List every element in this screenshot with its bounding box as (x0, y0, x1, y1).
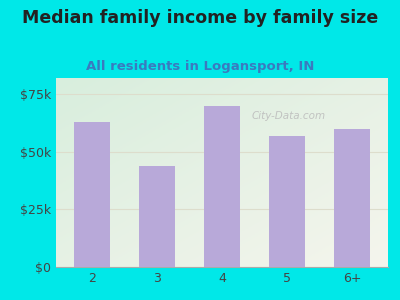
Bar (74, 122, 110, 267)
Bar (334, 129, 370, 267)
Text: All residents in Logansport, IN: All residents in Logansport, IN (86, 60, 314, 73)
Bar (139, 166, 175, 267)
Bar (204, 106, 240, 267)
Bar (269, 136, 305, 267)
Text: City-Data.com: City-Data.com (251, 111, 326, 121)
Text: Median family income by family size: Median family income by family size (22, 9, 378, 27)
